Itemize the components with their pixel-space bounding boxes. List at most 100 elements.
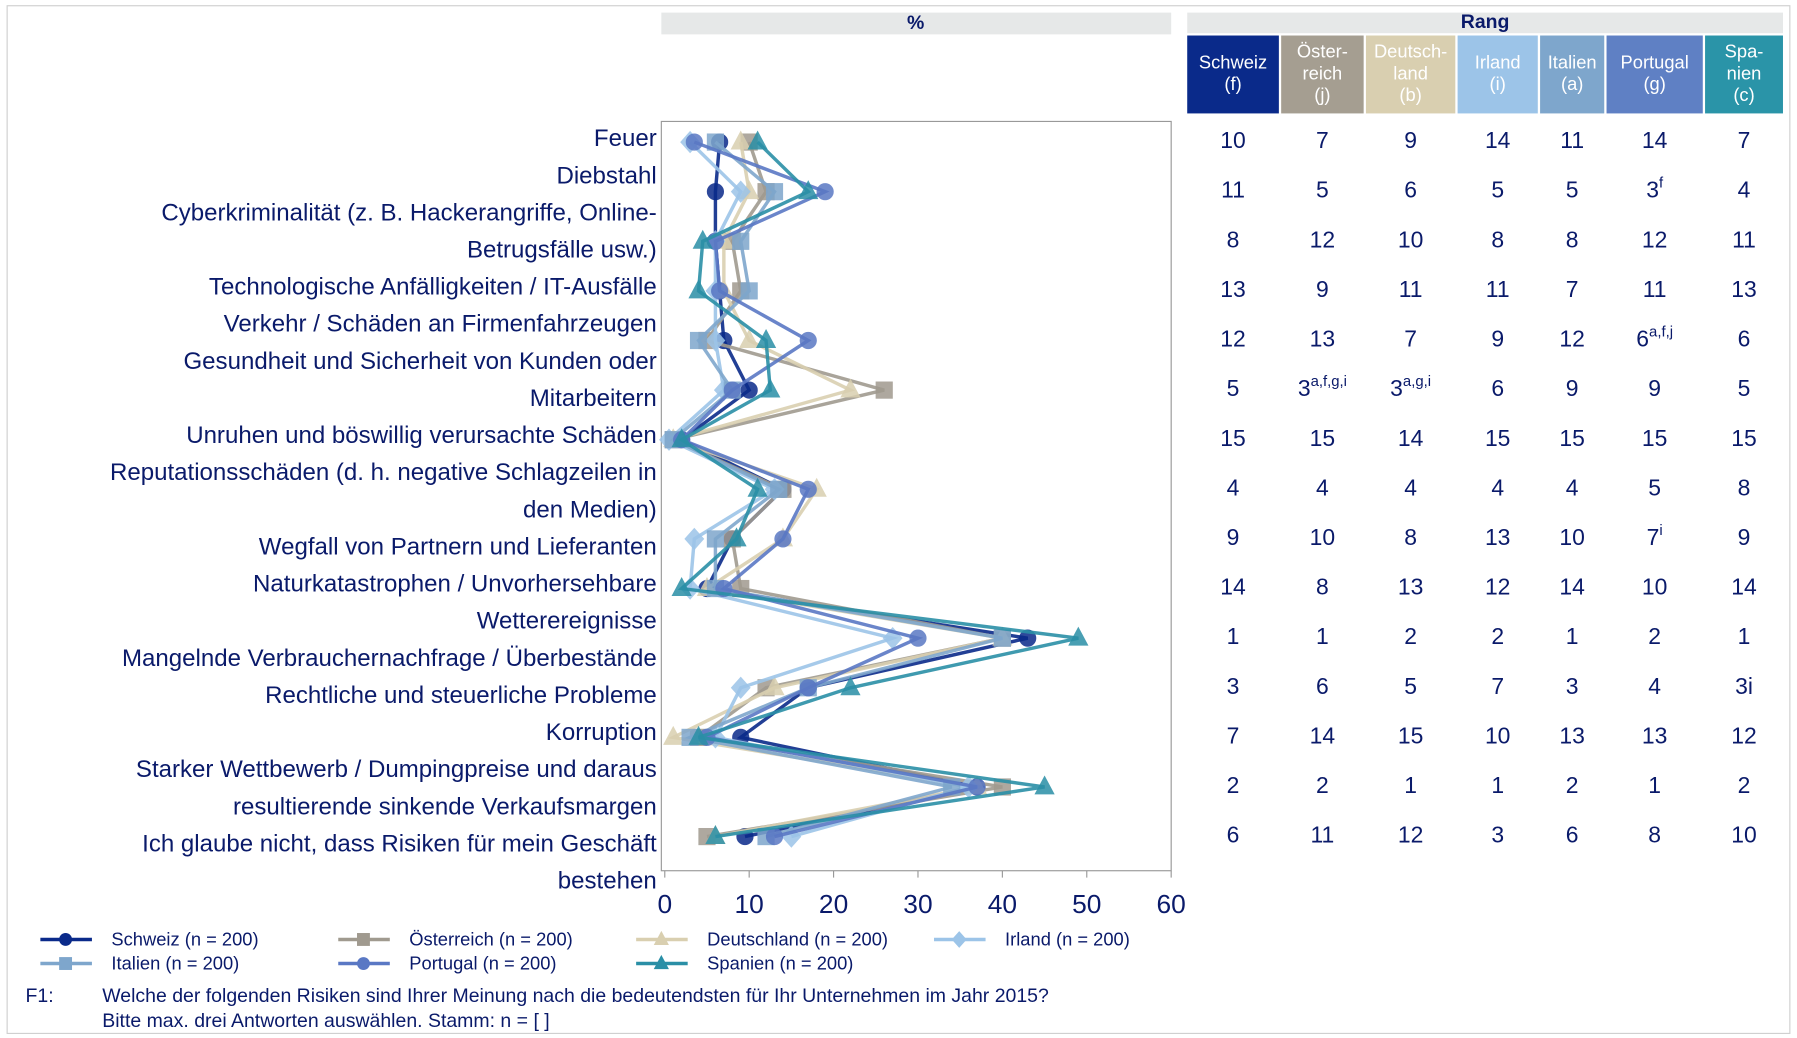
table-cell: 6: [1227, 822, 1240, 848]
marker: [747, 130, 768, 150]
table-cell: 4: [1491, 474, 1504, 500]
cell-value: 3: [1298, 375, 1311, 401]
marker: [726, 527, 747, 547]
category-label: Ich glaube nicht, dass Risiken für mein …: [142, 830, 657, 857]
x-tick-label: 10: [735, 889, 764, 919]
x-tick-label: 50: [1072, 889, 1101, 919]
table-cell: 11: [1311, 822, 1335, 848]
table-cell: 8: [1227, 226, 1240, 252]
table-cell: 15: [1642, 425, 1667, 451]
table-cell: 7: [1491, 673, 1504, 699]
marker: [951, 931, 967, 948]
table-cell: 12: [1398, 822, 1423, 848]
legend-label: Portugal (n = 200): [409, 953, 556, 974]
table-cell: 11: [1399, 276, 1423, 302]
category-label: Rechtliche und steuerliche Probleme: [265, 682, 657, 709]
category-label: Verkehr / Schäden an Firmenfahrzeugen: [224, 311, 657, 338]
table-cell: 15: [1398, 722, 1423, 748]
table-cell: 6: [1404, 177, 1417, 203]
column-header: Italien: [1548, 51, 1597, 72]
category-label: Betrugsfälle usw.): [467, 236, 657, 263]
column-header-bg: [1606, 35, 1703, 114]
table-cell: 15: [1310, 425, 1335, 451]
marker: [739, 328, 760, 348]
marker: [59, 957, 73, 970]
footnote: Bitte max. drei Antworten auswählen. Sta…: [102, 1010, 549, 1032]
marker: [1034, 775, 1055, 795]
column-header: (g): [1643, 73, 1665, 94]
cell-value: 3: [1390, 375, 1403, 401]
legend-label: Österreich (n = 200): [409, 928, 573, 949]
marker: [732, 232, 750, 250]
table-cell: 11: [1486, 276, 1510, 302]
marker: [1068, 626, 1089, 646]
table-cell: 3: [1491, 822, 1504, 848]
table-cell: 6: [1566, 822, 1579, 848]
marker: [706, 530, 725, 548]
marker: [765, 183, 784, 201]
table-cell: 2: [1404, 623, 1417, 649]
column-header-bg: [1540, 35, 1605, 114]
column-header-bg: [1365, 35, 1456, 114]
cell-value: 3: [1646, 177, 1659, 203]
table-cell: 6a,f,j: [1636, 324, 1673, 351]
table-cell: 4: [1566, 474, 1579, 500]
table-cell: 11: [1732, 226, 1756, 252]
table-cell: 1: [1648, 772, 1661, 798]
table-cell: 12: [1220, 326, 1245, 352]
table-cell: 10: [1220, 127, 1245, 153]
column-header: land: [1393, 62, 1428, 83]
marker: [692, 229, 713, 249]
legend-label: Schweiz (n = 200): [111, 928, 258, 949]
table-cell: 3f: [1646, 176, 1664, 203]
x-tick-label: 40: [988, 889, 1017, 919]
category-label: Unruhen und böswillig verursachte Schäde…: [186, 422, 657, 449]
marker: [653, 930, 669, 946]
marker: [671, 577, 692, 596]
marker: [723, 381, 741, 399]
cell-sup: a,f,g,i: [1311, 374, 1347, 390]
table-cell: 13: [1485, 524, 1510, 550]
table-cell: 1: [1404, 772, 1417, 798]
table-cell: 10: [1310, 524, 1335, 550]
table-cell: 5: [1648, 474, 1661, 500]
category-label: Gesundheit und Sicherheit von Kunden ode…: [183, 348, 656, 375]
marker: [684, 527, 705, 551]
table-cell: 3a,f,g,i: [1298, 374, 1347, 401]
marker: [740, 282, 758, 300]
table-cell: 10: [1559, 524, 1584, 550]
marker: [730, 180, 751, 203]
column-header: (b): [1399, 84, 1421, 105]
table-cell: 6: [1738, 326, 1751, 352]
category-label: Feuer: [594, 125, 657, 152]
table-cell: 2: [1316, 772, 1329, 798]
table-cell: 9: [1648, 375, 1661, 401]
table-cell: 7: [1738, 127, 1751, 153]
table-cell: 14: [1310, 722, 1336, 748]
table-cell: 10: [1642, 574, 1667, 600]
marker: [705, 329, 726, 352]
marker: [840, 378, 861, 398]
table-cell: 11: [1560, 127, 1584, 153]
plot-area: [660, 120, 1172, 872]
column-header: Irland: [1475, 51, 1521, 72]
marker: [705, 825, 726, 845]
table-cell: 9: [1227, 524, 1240, 550]
legend-label: Spanien (n = 200): [707, 953, 853, 974]
category-label: Mangelnde Verbrauchernachfrage / Überbes…: [122, 645, 657, 672]
table-cell: 6: [1491, 375, 1504, 401]
table-cell: 2: [1491, 623, 1504, 649]
table-cell: 4: [1227, 474, 1240, 500]
category-label: Wegfall von Partnern und Lieferanten: [259, 533, 657, 560]
column-header: Spa-: [1725, 41, 1764, 62]
column-header-bg: [1187, 35, 1279, 114]
table-cell: 14: [1642, 127, 1668, 153]
table-cell: 5: [1491, 177, 1504, 203]
category-label: Wetterereignisse: [477, 608, 657, 635]
legend-label: Deutschland (n = 200): [707, 928, 888, 949]
column-header-bg: [1705, 35, 1783, 114]
column-header: nien: [1727, 62, 1762, 83]
category-label: Diebstahl: [556, 162, 656, 189]
cell-sup: i: [1659, 523, 1662, 539]
table-cell: 11: [1643, 276, 1667, 302]
